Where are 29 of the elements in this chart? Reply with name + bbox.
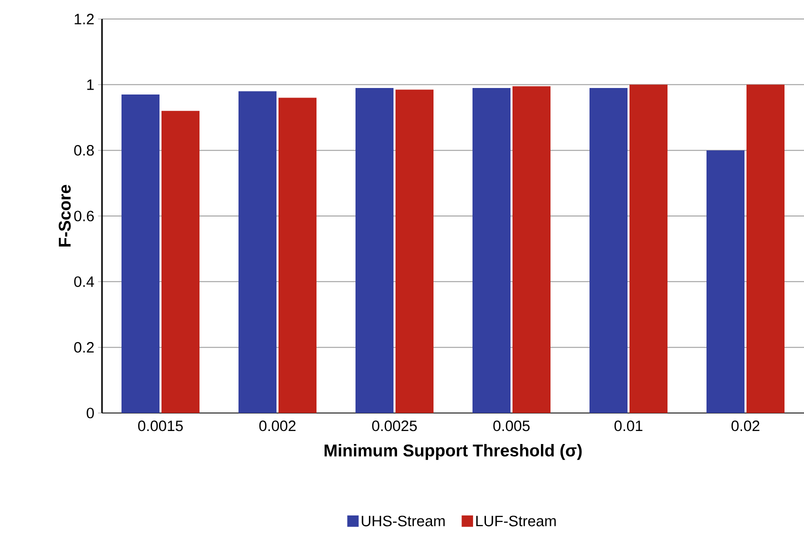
- legend-label: UHS-Stream: [362, 516, 445, 526]
- x-tick-label: 0.0025: [372, 420, 417, 432]
- y-tick-label: 1: [87, 80, 94, 90]
- bar: [122, 94, 160, 413]
- y-tick-label: 0.2: [74, 342, 94, 353]
- x-tick-label: 0.0015: [138, 420, 183, 432]
- x-tick-label: 0.01: [614, 420, 642, 432]
- x-tick-label: 0.005: [493, 420, 530, 432]
- y-tick-label: 0.8: [74, 145, 94, 156]
- y-tick-label: 0.4: [74, 276, 94, 287]
- x-axis-title: Minimum Support Threshold (σ): [324, 444, 582, 460]
- bar: [162, 110, 200, 413]
- bar: [472, 88, 510, 413]
- bar: [278, 98, 316, 413]
- x-tick-label: 0.002: [259, 420, 296, 432]
- y-tick-label: 0.6: [74, 210, 94, 222]
- bar: [512, 86, 551, 413]
- bar: [706, 150, 745, 413]
- legend-label: LUF-Stream: [476, 516, 556, 526]
- bar: [630, 84, 668, 413]
- bar: [590, 88, 628, 413]
- y-axis-title: F-Score: [58, 184, 71, 247]
- bar: [396, 90, 434, 413]
- bar: [238, 91, 276, 413]
- y-tick-label: 0: [86, 408, 94, 418]
- y-tick-label: 1.2: [74, 14, 94, 24]
- bar: [746, 84, 785, 413]
- x-tick-label: 0.02: [731, 420, 760, 432]
- bar: [356, 88, 394, 413]
